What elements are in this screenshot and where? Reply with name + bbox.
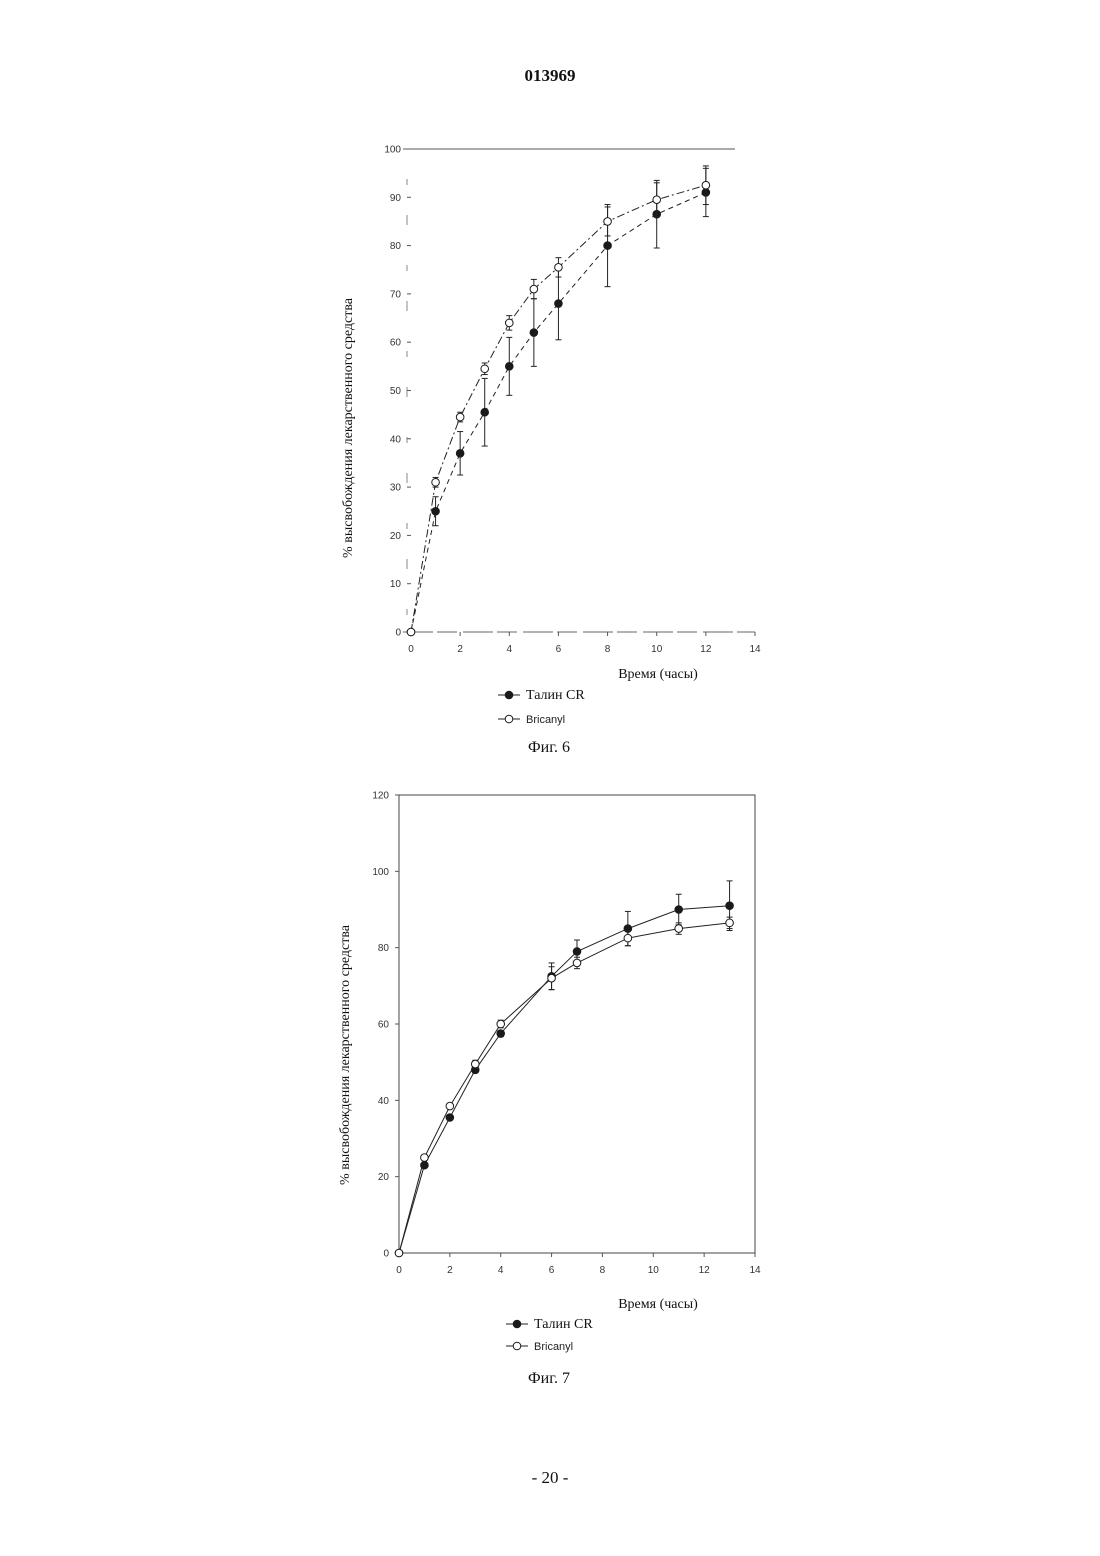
fig6-series-1-point	[530, 329, 538, 337]
fig7-series-2-point	[726, 919, 734, 927]
fig6-series-1-point	[604, 242, 612, 250]
fig7-series-1-point	[446, 1114, 454, 1122]
fig7-legend-label: Талин CR	[534, 1317, 593, 1332]
fig7-y-tick-label: 40	[378, 1096, 390, 1107]
fig6-series-2-point	[530, 285, 538, 293]
fig7-series-2-point	[675, 925, 683, 933]
fig7-series-1-point	[573, 948, 581, 956]
fig6-series-2-point	[702, 181, 710, 189]
fig7-series-2-point	[395, 1249, 403, 1257]
fig7-series-1-point	[726, 902, 734, 910]
fig7-series-2-point	[573, 959, 581, 967]
fig6-legend-label: Талин CR	[526, 688, 585, 703]
fig6-caption: Фиг. 6	[528, 739, 570, 756]
fig7-legend-swatch-marker	[513, 1320, 521, 1328]
fig6-series-2-point	[432, 478, 440, 486]
fig7-legend-swatch-marker	[513, 1342, 521, 1350]
fig7-y-tick-label: 100	[372, 867, 389, 878]
fig7-series-1-line	[399, 906, 730, 1253]
fig6-y-tick-label: 70	[390, 289, 402, 300]
fig6-series-2-point	[407, 628, 415, 636]
fig6-legend-swatch-marker	[505, 715, 513, 723]
fig7-series-2-point	[624, 934, 632, 942]
fig7-y-tick-label: 60	[378, 1020, 390, 1031]
fig6-y-tick-label: 100	[384, 145, 401, 156]
fig7-x-tick-label: 6	[549, 1265, 555, 1276]
fig7-x-tick-label: 4	[498, 1265, 504, 1276]
fig6-series-1-point	[456, 449, 464, 457]
fig7-series-2-point	[421, 1154, 429, 1162]
fig6-y-tick-label: 20	[390, 531, 402, 542]
fig7-series-1-point	[497, 1030, 505, 1038]
fig7-plot-frame	[399, 795, 755, 1253]
fig7-x-tick-label: 2	[447, 1265, 453, 1276]
fig6-series-2-point	[653, 196, 661, 204]
fig6-x-tick-label: 10	[651, 644, 663, 655]
fig6-x-tick-label: 8	[605, 644, 611, 655]
fig7-series-2-line	[399, 923, 730, 1253]
fig7-series-1-point	[675, 906, 683, 914]
fig6-x-tick-label: 4	[507, 644, 513, 655]
fig6-legend-swatch-marker	[505, 691, 513, 699]
fig7-y-tick-label: 20	[378, 1172, 390, 1183]
fig6-series-1-point	[432, 507, 440, 515]
fig7-x-tick-label: 10	[648, 1265, 660, 1276]
fig6-x-tick-label: 0	[408, 644, 414, 655]
fig7-legend-label: Bricanyl	[534, 1341, 573, 1353]
fig6-series-1-point	[555, 300, 563, 308]
fig7-y-tick-label: 0	[383, 1249, 389, 1260]
fig6-x-tick-label: 14	[749, 644, 761, 655]
fig6-series-1-point	[505, 363, 513, 371]
fig6-y-tick-label: 80	[390, 241, 402, 252]
fig6-legend-label: Bricanyl	[526, 714, 565, 726]
fig7-y-tick-label: 120	[372, 791, 389, 802]
fig6-y-tick-label: 30	[390, 483, 402, 494]
fig6-series-2-point	[456, 413, 464, 421]
fig6-series-2-point	[481, 365, 489, 373]
fig6-y-tick-label: 0	[395, 628, 401, 639]
fig7-caption: Фиг. 7	[528, 1370, 570, 1387]
fig6-series-2-point	[604, 218, 612, 226]
fig6-x-tick-label: 6	[556, 644, 562, 655]
fig7-x-tick-label: 12	[699, 1265, 711, 1276]
fig7-x-axis-label: Время (часы)	[618, 1297, 698, 1312]
fig6-x-tick-label: 12	[700, 644, 712, 655]
fig6-y-axis-label: % высвобождения лекарственного средства	[341, 297, 356, 558]
fig7-series-2-point	[446, 1102, 454, 1110]
fig6-series-2-point	[505, 319, 513, 327]
fig6-y-tick-label: 60	[390, 338, 402, 349]
fig6-series-2-point	[555, 264, 563, 272]
fig6-y-tick-label: 50	[390, 386, 402, 397]
page-number: - 20 -	[0, 1468, 1100, 1488]
fig7-series-2-point	[548, 974, 556, 982]
fig6-x-tick-label: 2	[457, 644, 463, 655]
fig6-y-tick-label: 90	[390, 193, 402, 204]
fig6-y-tick-label: 10	[390, 579, 402, 590]
fig7-series-2-point	[497, 1020, 505, 1028]
fig6-series-2-line	[411, 185, 706, 632]
fig7-x-tick-label: 8	[600, 1265, 606, 1276]
fig6-x-axis-label: Время (часы)	[618, 667, 698, 682]
fig7-x-tick-label: 14	[749, 1265, 761, 1276]
fig7-y-tick-label: 80	[378, 943, 390, 954]
fig7-y-axis-label: % высвобождения лекарственного средства	[338, 924, 353, 1185]
fig7-series-2-point	[471, 1060, 479, 1068]
fig6-series-1-point	[481, 408, 489, 416]
fig6-y-tick-label: 40	[390, 434, 402, 445]
fig7-x-tick-label: 0	[396, 1265, 402, 1276]
